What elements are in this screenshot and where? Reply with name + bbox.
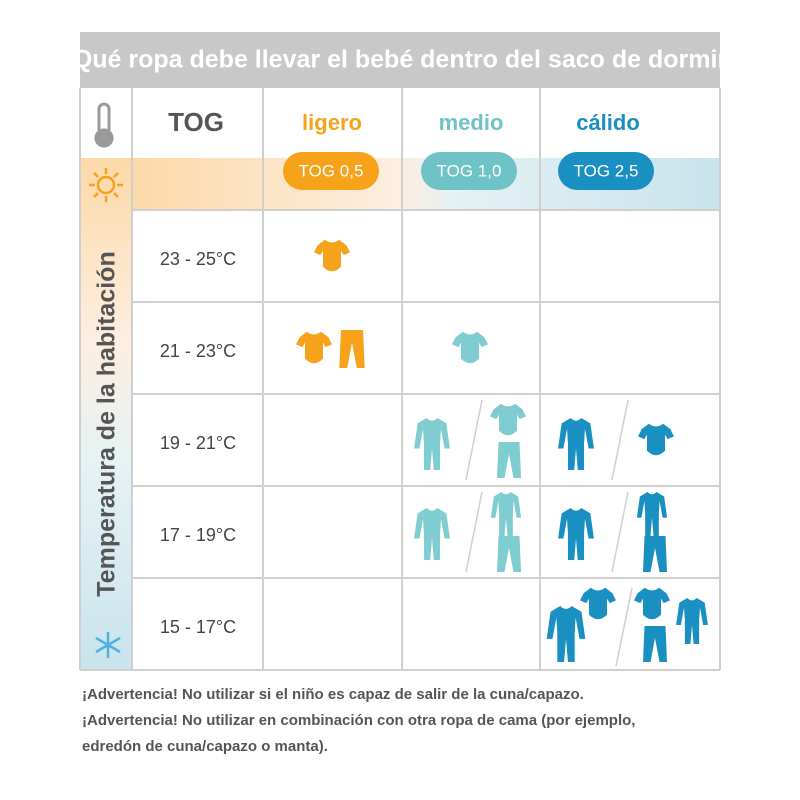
sleepsuit-icon	[636, 492, 668, 536]
pants-icon	[497, 536, 521, 572]
divider	[615, 587, 633, 667]
thermometer-bulb	[94, 128, 114, 148]
sleepsuit-icon	[414, 508, 450, 560]
sleepsuit-icon	[490, 492, 522, 536]
clothing-icons	[296, 239, 708, 667]
bodysuit-icon	[580, 587, 616, 620]
divider	[465, 491, 483, 573]
sun-core	[96, 175, 116, 195]
pants-icon	[643, 626, 667, 662]
temperature-label: 19 - 21°C	[160, 433, 236, 453]
divider	[611, 491, 629, 573]
column-header: medio	[439, 110, 504, 135]
warning: ¡Advertencia! No utilizar si el niño es …	[82, 686, 584, 703]
temperature-label: 17 - 19°C	[160, 525, 236, 545]
title-bar	[80, 32, 720, 88]
bodysuit-icon	[314, 239, 350, 272]
temperature-label: 15 - 17°C	[160, 617, 236, 637]
tog-pill	[283, 152, 379, 190]
snowflake-icon	[95, 632, 121, 658]
snowflake-lines	[95, 632, 121, 658]
tog-pill-label: TOG 0,5	[299, 161, 364, 180]
bodysuit-icon	[490, 403, 526, 436]
tog-pill-label: TOG 1,0	[437, 161, 502, 180]
tog-pill	[558, 152, 654, 190]
side-label: Temperatura de la habitación	[93, 251, 121, 596]
divider	[465, 399, 483, 481]
tog-pill-label: TOG 2,5	[574, 161, 639, 180]
tog-pill	[421, 152, 517, 190]
column-header: cálido	[576, 110, 640, 135]
bodysuit-icon	[452, 331, 488, 364]
sun-rays	[89, 168, 123, 202]
bodysuit-icon	[634, 587, 670, 620]
column-header: ligero	[302, 110, 362, 135]
sleepsuit-icon	[558, 418, 594, 470]
pants-icon	[497, 442, 521, 478]
sleepsuit-icon	[414, 418, 450, 470]
pants-icon	[643, 536, 667, 572]
pants-icon	[339, 330, 365, 368]
bodysuit-icon	[638, 423, 674, 456]
divider	[611, 399, 629, 481]
temperature-label: 21 - 23°C	[160, 341, 236, 361]
temperature-label: 23 - 25°C	[160, 249, 236, 269]
sleepsuit-icon	[558, 508, 594, 560]
sun-icon	[89, 168, 123, 202]
sleepsuit-icon	[676, 598, 708, 644]
tog-header: TOG	[168, 107, 224, 137]
thermometer-icon	[94, 102, 114, 148]
bodysuit-icon	[296, 331, 332, 364]
sleepsuit-icon	[546, 606, 586, 662]
grid	[79, 88, 721, 671]
side-strip	[80, 158, 132, 670]
title: Qué ropa debe llevar el bebé dentro del …	[73, 46, 728, 74]
warning: ¡Advertencia! No utilizar en combinación…	[82, 712, 635, 729]
warning: edredón de cuna/capazo o manta).	[82, 738, 328, 755]
